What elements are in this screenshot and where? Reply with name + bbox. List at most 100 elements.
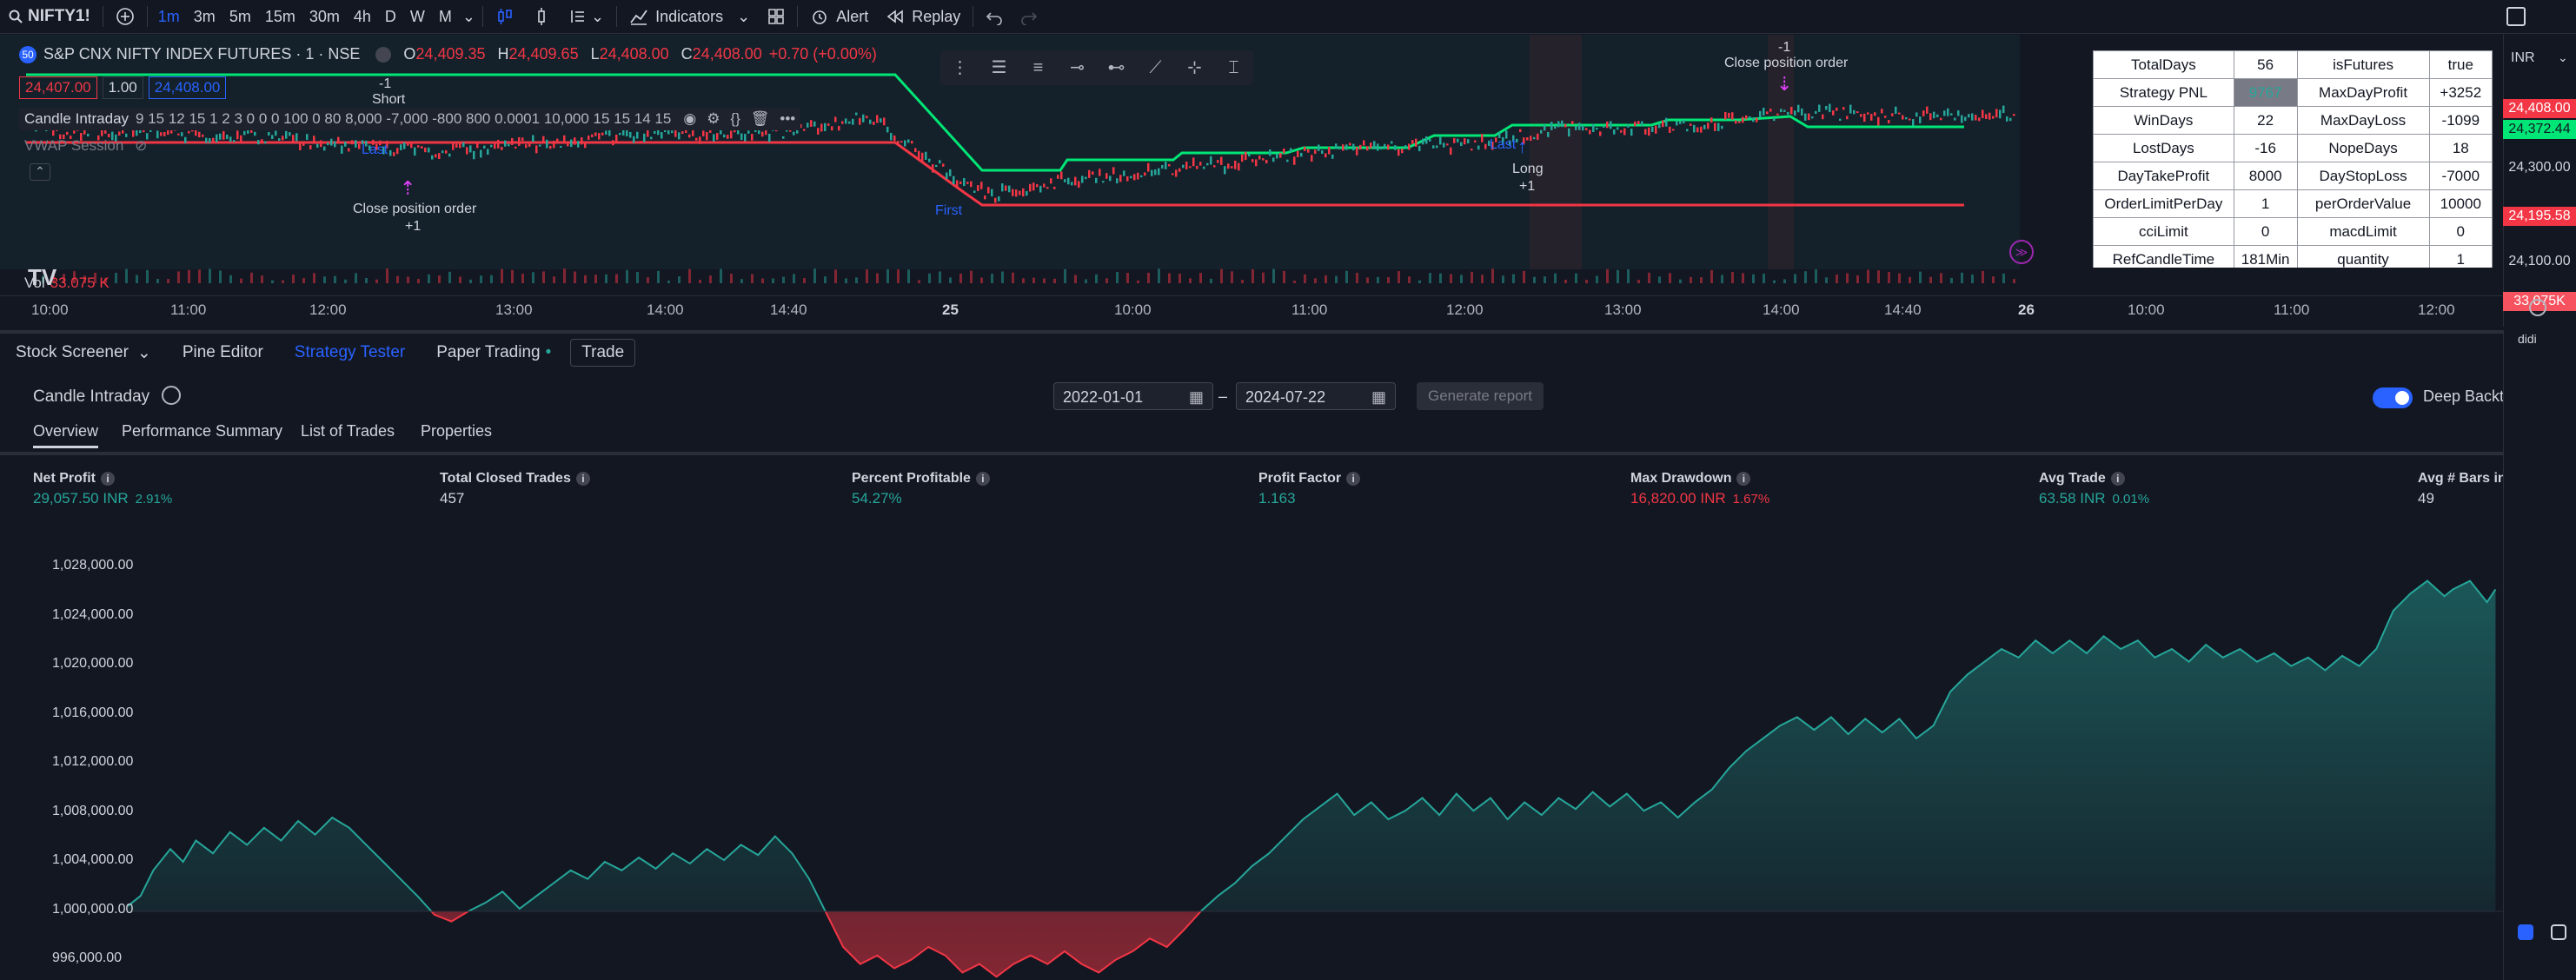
horizontal-line-icon[interactable]: ⊷ [1107, 58, 1125, 77]
candle [1384, 143, 1386, 149]
price-range-icon[interactable]: ⌶ [1228, 58, 1239, 77]
vwap-legend[interactable]: VWAP Session ⊘ [24, 137, 147, 155]
candle [132, 128, 135, 137]
settings-icon[interactable] [2529, 299, 2546, 316]
volume-bar [1032, 277, 1035, 283]
pitchfork-icon[interactable]: ≡ [1032, 58, 1044, 77]
candle [897, 141, 900, 146]
indicator-name: Candle Intraday [24, 110, 129, 127]
settings-icon[interactable]: ⚙ [707, 110, 720, 127]
strategy-settings-icon[interactable] [162, 386, 181, 405]
interval-W[interactable]: W [409, 7, 425, 25]
candle [1849, 104, 1852, 114]
buy-button[interactable]: 24,408.00 [148, 76, 227, 99]
interval-5m[interactable]: 5m [229, 7, 251, 25]
tradingview-logo[interactable]: TV [28, 264, 57, 290]
tray-icon[interactable] [2551, 924, 2566, 940]
layouts-button[interactable] [759, 0, 793, 33]
candle [236, 130, 239, 140]
subtab-overview[interactable]: Overview [33, 422, 99, 448]
volume-bar [970, 270, 973, 283]
trash-icon[interactable]: 🗑 [750, 110, 770, 127]
volume-bar [1950, 277, 1953, 283]
interval-M[interactable]: M [438, 7, 452, 25]
interval-4h[interactable]: 4h [353, 7, 371, 25]
eye-icon[interactable]: ◉ [683, 110, 697, 127]
price-scale[interactable]: INR ⌄ [2503, 35, 2576, 327]
interval-1m[interactable]: 1m [157, 7, 180, 25]
collapse-legend-button[interactable]: ⌃ [30, 163, 50, 181]
info-icon[interactable]: i [975, 471, 990, 486]
time-axis[interactable]: 10:00 11:00 12:00 13:00 14:00 14:40 25 10:00 11:… [0, 295, 2503, 322]
subtab-list-of-trades[interactable]: List of Trades [301, 422, 395, 440]
hidden-eye-icon[interactable]: ⊘ [135, 137, 148, 154]
redo-button[interactable] [1012, 0, 1046, 33]
vertical-line-icon[interactable]: ⊹ [1187, 58, 1202, 77]
indicators-button[interactable]: Indicators ⌄ [621, 0, 759, 33]
fullscreen-icon[interactable] [2506, 7, 2526, 26]
drag-handle-icon[interactable]: ⋮ [951, 58, 969, 77]
info-icon[interactable]: i [575, 471, 590, 486]
candle [661, 132, 663, 139]
candle [83, 128, 86, 135]
interval-15m[interactable]: 15m [264, 7, 295, 25]
chart-title[interactable]: S&P CNX NIFTY INDEX FUTURES · 1 · NSE [43, 45, 361, 63]
chart-type-button[interactable] [523, 0, 560, 33]
candle [1968, 114, 1970, 118]
candle [1714, 122, 1716, 131]
interval-30m[interactable]: 30m [309, 7, 340, 25]
indicator-legend[interactable]: Candle Intraday 9 15 12 15 1 2 3 0 0 0 1… [19, 108, 801, 130]
panel-tab-pine-editor[interactable]: Pine Editor [167, 343, 279, 362]
info-icon[interactable]: i [1346, 471, 1361, 486]
candle [344, 142, 347, 147]
volume-bar [1596, 275, 1598, 283]
go-to-realtime-button[interactable]: ≫ [2009, 240, 2034, 264]
market-status-icon[interactable] [375, 46, 392, 63]
undo-button[interactable] [977, 0, 1012, 33]
currency-label[interactable]: INR [2511, 50, 2535, 65]
candle [125, 133, 128, 137]
trend-line-icon[interactable]: ⟋ [1149, 58, 1162, 77]
info-icon[interactable]: i [101, 471, 115, 486]
time-label: 25 [942, 301, 959, 318]
generate-report-button[interactable]: Generate report [1417, 382, 1544, 410]
user-avatar[interactable]: didi [2518, 332, 2537, 346]
subtab-properties[interactable]: Properties [421, 422, 493, 440]
bluetooth-icon[interactable] [2518, 924, 2533, 940]
symbol-search[interactable]: NIFTY1! [0, 0, 99, 33]
info-icon[interactable]: i [2110, 471, 2125, 486]
date-to-input[interactable]: 2024-07-22 ▦ [1236, 382, 1396, 410]
info-icon[interactable]: i [1736, 471, 1751, 486]
more-icon[interactable]: ••• [780, 110, 796, 127]
time-label: 13:00 [495, 301, 533, 318]
source-code-icon[interactable]: {} [730, 110, 740, 127]
interval-3m[interactable]: 3m [193, 7, 216, 25]
calendar-icon[interactable]: ▦ [1188, 388, 1204, 406]
panel-tab-stock-screener[interactable]: Stock Screener ⌄ [0, 343, 167, 363]
panel-tab-paper-trading[interactable]: Paper Trading • [421, 343, 567, 362]
alert-button[interactable]: Alert [801, 0, 877, 33]
panel-tab-strategy-tester[interactable]: Strategy Tester [279, 343, 421, 362]
candle [782, 136, 785, 139]
sell-button[interactable]: 24,407.00 [19, 76, 97, 99]
currency-dropdown-icon[interactable]: ⌄ [2558, 50, 2568, 64]
calendar-icon[interactable]: ▦ [1371, 388, 1386, 406]
bar-style-button[interactable] [487, 0, 523, 33]
bottom-panel-tabs: Stock Screener ⌄ Pine Editor Strategy Test… [0, 330, 2576, 372]
subtab-performance-summary[interactable]: Performance Summary [122, 422, 283, 440]
deep-backtesting-toggle[interactable] [2373, 387, 2413, 408]
equity-curve-chart[interactable] [0, 521, 2503, 980]
bars-dropdown[interactable]: ⌄ [560, 0, 613, 33]
short-label: Short [372, 92, 406, 107]
horizontal-ray-icon[interactable]: ⊸ [1070, 58, 1085, 77]
date-from-input[interactable]: 2022-01-01 ▦ [1053, 382, 1213, 410]
candle [1721, 125, 1723, 129]
replay-button[interactable]: Replay [877, 0, 969, 33]
candle [1599, 131, 1602, 136]
compare-button[interactable] [107, 0, 143, 33]
panel-tab-trade[interactable]: Trade [570, 339, 636, 367]
fib-icon[interactable]: ☰ [991, 58, 1007, 77]
candle [1836, 107, 1838, 111]
interval-D[interactable]: D [384, 7, 396, 25]
interval-dropdown[interactable]: ⌄ [461, 7, 475, 25]
